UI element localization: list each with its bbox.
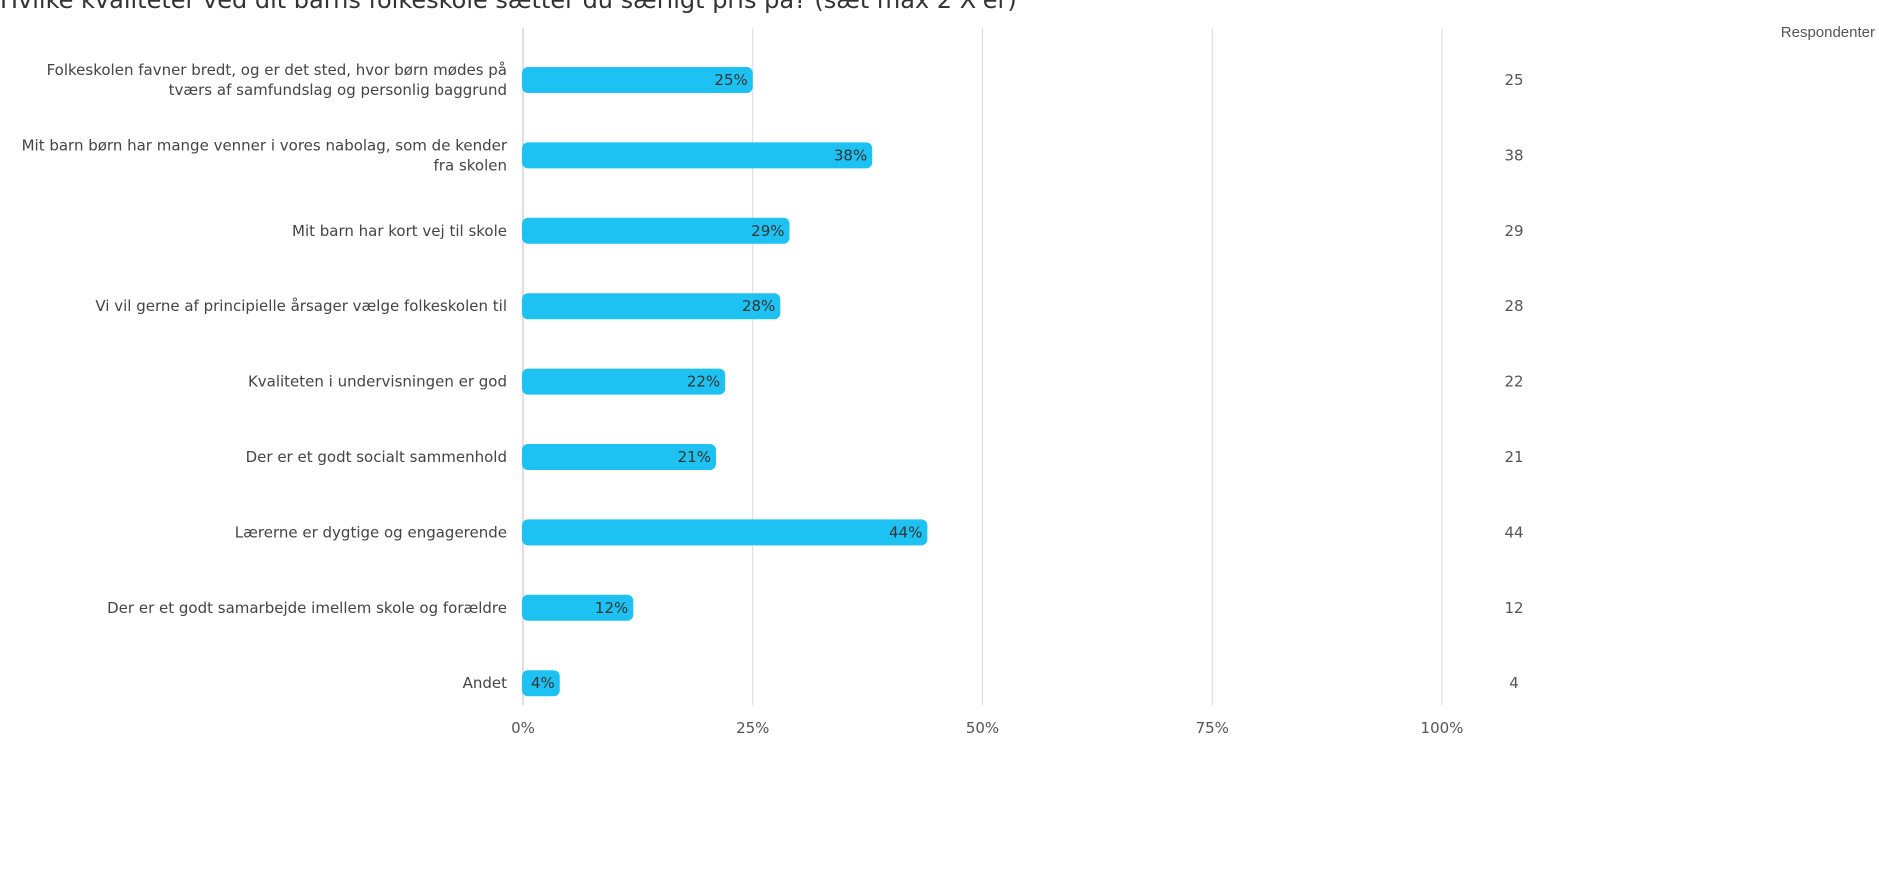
- bar-value-label: 29%: [751, 222, 784, 240]
- x-tick-label: 100%: [1421, 719, 1464, 737]
- category-label: Der er et godt socialt sammenhold: [246, 448, 507, 466]
- x-tick-label: 50%: [966, 719, 999, 737]
- bar-value-label: 44%: [889, 523, 922, 541]
- category-label: Der er et godt samarbejde imellem skole …: [107, 599, 507, 617]
- respondent-count: 29: [1504, 222, 1523, 240]
- category-label: Kvaliteten i undervisningen er god: [248, 373, 507, 391]
- category-label: Mit barn børn har mange venner i vores n…: [22, 136, 508, 154]
- bar-value-label: 4%: [531, 674, 555, 692]
- respondent-count: 12: [1504, 599, 1523, 617]
- bar: [522, 444, 716, 470]
- bar: [522, 142, 873, 169]
- category-label: Andet: [463, 674, 508, 692]
- x-tick-label: 25%: [736, 719, 769, 737]
- category-label: Lærerne er dygtige og engagerende: [235, 523, 507, 541]
- category-label: Folkeskolen favner bredt, og er det sted…: [47, 61, 507, 79]
- respondent-count: 4: [1509, 674, 1519, 692]
- bar-value-label: 22%: [687, 373, 720, 391]
- bar-value-label: 21%: [678, 448, 711, 466]
- x-tick-label: 0%: [511, 719, 535, 737]
- x-tick-label: 75%: [1196, 719, 1229, 737]
- respondents-header: Respondenter: [1780, 24, 1875, 41]
- respondent-count: 25: [1504, 71, 1523, 89]
- chart-title: Hvilke kvaliteter ved dit barns folkesko…: [0, 0, 1017, 14]
- category-label: tværs af samfundslag og personlig baggru…: [169, 81, 507, 99]
- respondent-count: 44: [1504, 523, 1523, 541]
- bar: [522, 594, 634, 621]
- bar: [522, 519, 928, 546]
- bar: [522, 368, 726, 395]
- bar-value-label: 12%: [595, 599, 628, 617]
- bar: [522, 670, 560, 697]
- respondent-count: 28: [1504, 297, 1523, 315]
- bar-value-label: 28%: [742, 297, 775, 315]
- bar: [522, 293, 781, 320]
- bar-value-label: 38%: [834, 146, 867, 164]
- bar: [522, 217, 790, 244]
- category-label: fra skolen: [434, 156, 507, 174]
- category-label: Vi vil gerne af principielle årsager væl…: [95, 297, 507, 315]
- bar: [522, 67, 753, 93]
- respondent-count: 38: [1504, 146, 1523, 164]
- respondent-count: 21: [1504, 448, 1523, 466]
- bar-value-label: 25%: [714, 71, 747, 89]
- respondent-count: 22: [1504, 373, 1523, 391]
- category-label: Mit barn har kort vej til skole: [292, 222, 507, 240]
